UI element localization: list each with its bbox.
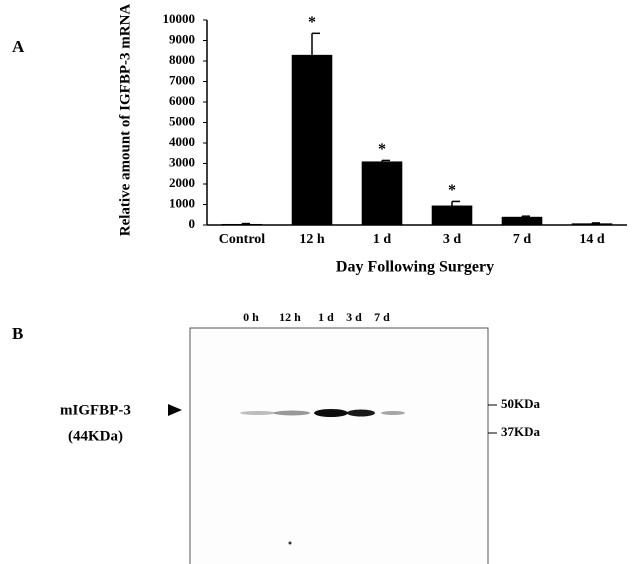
x-axis-title: Day Following Surgery xyxy=(336,259,494,276)
bar xyxy=(292,55,333,225)
blot-band xyxy=(347,410,375,417)
significance-marker: * xyxy=(448,182,456,199)
blot-frame xyxy=(190,328,488,564)
lane-label: 0 h xyxy=(243,310,259,324)
y-tick-label: 7000 xyxy=(169,72,195,87)
y-tick-label: 1000 xyxy=(169,195,195,210)
panel-label: B xyxy=(12,324,23,343)
protein-size: (44KDa) xyxy=(68,428,123,444)
protein-label: mIGFBP-3 xyxy=(60,402,131,418)
y-tick-label: 2000 xyxy=(169,175,195,190)
x-tick-label: 1 d xyxy=(373,232,392,247)
blot-band xyxy=(381,411,405,415)
bar xyxy=(432,206,473,225)
significance-marker: * xyxy=(308,14,316,31)
y-axis-title: Relative amount of IGFBP-3 mRNA xyxy=(117,4,133,237)
y-tick-label: 10000 xyxy=(163,11,196,26)
y-tick-label: 4000 xyxy=(169,134,195,149)
bar xyxy=(502,217,543,225)
protein-arrow xyxy=(168,404,182,416)
size-marker: 50KDa xyxy=(501,396,541,411)
y-tick-label: 9000 xyxy=(169,31,195,46)
blot-speck xyxy=(289,542,292,545)
x-tick-label: 3 d xyxy=(443,232,462,247)
bar xyxy=(362,161,403,225)
significance-marker: * xyxy=(378,141,386,158)
blot-band xyxy=(314,409,348,417)
lane-label: 3 d xyxy=(346,310,362,324)
lane-label: 7 d xyxy=(374,310,390,324)
x-tick-label: 14 d xyxy=(579,232,605,247)
size-marker: 37KDa xyxy=(501,424,541,439)
x-tick-label: 12 h xyxy=(299,232,325,247)
x-tick-label: Control xyxy=(219,232,266,247)
figure: A Relative amount of IGFBP-3 mRNA Day Fo… xyxy=(0,0,642,564)
y-tick-label: 0 xyxy=(189,216,196,231)
y-tick-label: 3000 xyxy=(169,154,195,169)
lane-label: 12 h xyxy=(279,310,301,324)
lane-label: 1 d xyxy=(318,310,334,324)
panel-label: A xyxy=(12,37,25,56)
x-tick-label: 7 d xyxy=(513,232,532,247)
blot-band xyxy=(274,411,310,416)
blot-band xyxy=(240,411,276,415)
y-tick-label: 8000 xyxy=(169,52,195,67)
y-tick-label: 6000 xyxy=(169,93,195,108)
y-tick-label: 5000 xyxy=(169,113,195,128)
